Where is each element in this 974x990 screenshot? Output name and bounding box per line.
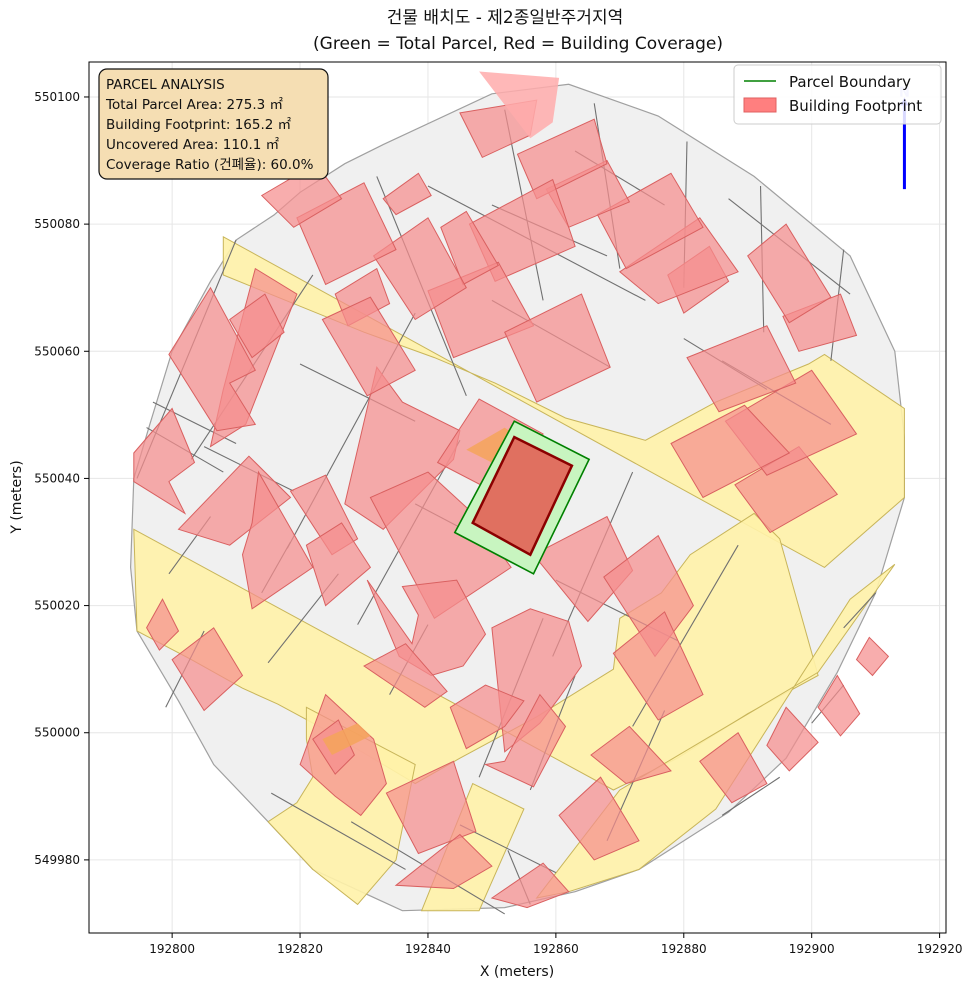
building-footprint-24 [590,725,672,785]
info-line-total-area: Total Parcel Area: 275.3 ㎡ [105,97,283,113]
x-axis-label: X (meters) [480,964,554,980]
building-footprint-46 [372,217,467,321]
building-footprint-51 [229,293,285,359]
building-footprint-17 [483,693,567,788]
y-tick-label-4: 550060 [34,344,80,358]
building-footprint-5 [305,522,372,607]
parcel-line-33 [459,824,557,874]
y-tick-label-2: 550020 [34,599,80,613]
legend-frame [733,64,942,125]
building-footprint-37 [596,172,704,270]
info-box: PARCEL ANALYSIS Total Parcel Area: 275.3… [98,68,329,180]
legend-swatch-building [743,97,777,113]
x-tick-label-0: 192800 [149,942,195,956]
x-axis: 192800 192820 192840 192860 192880 192900 1929… [149,933,963,956]
y-tick-label-5: 550080 [34,217,80,231]
y-tick-label-3: 550040 [34,471,80,485]
chart-title-line1: 건물 배치도 - 제2종일반주거지역 [387,8,623,28]
building-footprint-27 [817,674,861,737]
site-map [129,71,906,915]
building-footprint-52 [171,627,244,712]
x-tick-label-1: 192820 [277,942,323,956]
building-footprint-34 [747,223,832,324]
parcel-line-37 [843,592,877,629]
building-footprint-45 [440,210,499,286]
info-box-frame [98,68,329,180]
info-line-footprint: Building Footprint: 165.2 ㎡ [106,117,292,133]
x-tick-label-4: 192880 [661,942,707,956]
info-line-uncovered: Uncovered Area: 110.1 ㎡ [106,137,280,153]
legend: Parcel Boundary Building Footprint [733,64,942,125]
building-footprint-49 [382,172,432,216]
building-footprint-19 [385,760,477,855]
plot-frame [88,61,947,934]
building-footprint-2 [133,407,196,515]
building-footprint-16 [612,611,704,721]
building-footprint-53 [146,598,180,651]
building-footprint-22 [490,862,570,909]
building-footprint-44 [321,296,416,397]
y-tick-label-1: 550000 [34,726,80,740]
x-tick-label-2: 192840 [405,942,451,956]
parcel-line-35 [721,776,781,816]
legend-label-parcel: Parcel Boundary [789,73,911,91]
info-line-heading: PARCEL ANALYSIS [106,77,225,93]
building-footprint-11 [363,643,448,708]
building-footprint-6 [241,470,314,610]
target-building [471,435,574,557]
info-line-coverage: Coverage Ratio (건폐율): 60.0% [106,157,314,173]
y-tick-label-0: 549980 [34,853,80,867]
chart-title-line2: (Green = Total Parcel, Red = Building Co… [313,34,723,54]
building-footprint-31 [670,404,791,499]
building-footprint-25 [699,731,768,804]
building-footprint-42 [504,293,611,403]
parcel-line-32 [271,792,406,870]
accent-building-1 [322,723,371,755]
building-footprint-13 [491,608,583,753]
y-axis-label: Y (meters) [9,460,25,534]
building-footprint-21 [394,833,493,890]
y-tick-label-6: 550100 [34,90,80,104]
building-footprint-32 [686,325,797,413]
x-tick-label-5: 192900 [789,942,835,956]
accent-building-0 [479,71,560,139]
building-footprint-23 [558,776,640,861]
x-tick-label-6: 192920 [917,942,963,956]
building-footprint-26 [766,706,819,772]
building-footprint-28 [855,636,890,677]
building-footprint-39 [516,118,608,200]
building-footprint-1 [168,286,257,432]
y-axis: 549980 550000 550020 550040 550060 550080 5501… [34,90,89,867]
legend-label-building: Building Footprint [789,97,922,115]
building-footprint-18 [449,684,525,750]
x-tick-label-3: 192860 [533,942,579,956]
